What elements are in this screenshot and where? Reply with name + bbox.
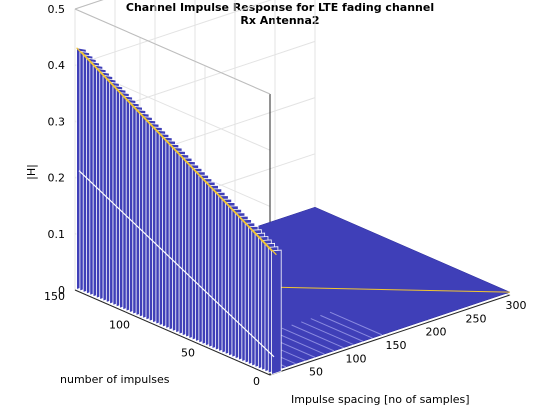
- ridge-curve: [80, 51, 277, 256]
- tick-labels: 0 0.1 0.2 0.3 0.4 0.5 0 50 100 150 50 100 150 200 250 3…: [44, 3, 527, 388]
- tail-streak: [291, 324, 344, 349]
- y-tick-label: 0: [253, 375, 260, 388]
- x-tick-label: 200: [426, 326, 447, 339]
- z-tick-label: 0.4: [48, 59, 66, 72]
- z-tick-label: 0: [58, 284, 65, 297]
- y-axis-label: number of impulses: [60, 373, 170, 386]
- ridge-curve: [78, 170, 275, 358]
- y-tick-label: 100: [109, 318, 130, 331]
- surface-strip: [271, 249, 282, 376]
- z-axis-label: |H|: [25, 164, 38, 180]
- z-tick-label: 0.1: [48, 228, 66, 241]
- box-edge: [74, 8, 271, 95]
- z-tick-label: 0.3: [48, 115, 66, 128]
- chart-subtitle: Rx Antenna2: [240, 14, 320, 27]
- x-tick-label: 100: [346, 352, 367, 365]
- x-axis-line: [269, 294, 511, 376]
- z-tick-label: 0.5: [48, 3, 66, 16]
- tail-streak: [281, 327, 335, 352]
- x-tick-label: 250: [466, 312, 487, 325]
- x-tick-label: 300: [506, 299, 527, 312]
- x-tick-label: 150: [386, 339, 407, 352]
- chart-title: Channel Impulse Response for LTE fading …: [125, 1, 435, 14]
- tail-streak: [329, 311, 383, 336]
- x-tick-label: 50: [309, 366, 323, 379]
- tail-streak: [320, 314, 373, 339]
- x-axis-label: Impulse spacing [no of samples]: [291, 393, 470, 406]
- tail-streak: [301, 321, 354, 345]
- z-tick-label: 0.2: [48, 172, 66, 185]
- ridge-curve: [76, 47, 273, 252]
- tail-streak: [310, 318, 363, 342]
- y-tick-label: 150: [44, 290, 65, 303]
- y-axis-line: [74, 289, 271, 376]
- ridge-lines: [76, 47, 277, 358]
- surface: [76, 47, 282, 376]
- y-tick-label: 50: [181, 347, 195, 360]
